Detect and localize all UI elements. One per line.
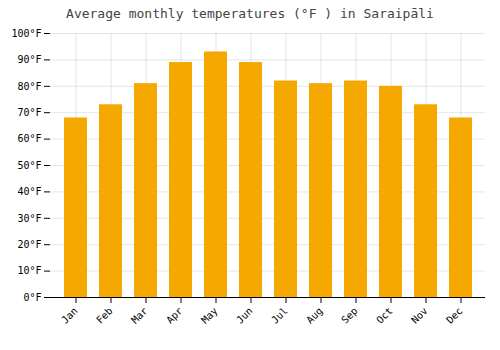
svg-text:90°F: 90°F bbox=[17, 54, 41, 65]
svg-text:Apr: Apr bbox=[164, 305, 185, 326]
svg-text:70°F: 70°F bbox=[17, 107, 41, 118]
svg-text:60°F: 60°F bbox=[17, 133, 41, 144]
svg-text:40°F: 40°F bbox=[17, 186, 41, 197]
svg-text:May: May bbox=[199, 305, 220, 326]
svg-text:Nov: Nov bbox=[409, 305, 430, 326]
svg-text:Jul: Jul bbox=[269, 305, 290, 326]
svg-text:Mar: Mar bbox=[129, 305, 150, 326]
svg-text:Jan: Jan bbox=[59, 305, 80, 326]
svg-text:0°F: 0°F bbox=[23, 292, 41, 303]
svg-text:Sep: Sep bbox=[339, 305, 360, 326]
html-text:Average monthly temperatures (: Average monthly temperatures (°F ) in Sa… bbox=[66, 6, 434, 21]
svg-text:10°F: 10°F bbox=[17, 265, 41, 276]
svg-text:Jun: Jun bbox=[234, 305, 255, 326]
svg-text:Dec: Dec bbox=[444, 305, 465, 326]
svg-text:20°F: 20°F bbox=[17, 239, 41, 250]
svg-text:100°F: 100°F bbox=[11, 28, 41, 39]
svg-text:Aug: Aug bbox=[304, 305, 325, 326]
svg-text:Feb: Feb bbox=[94, 305, 115, 326]
svg-text:30°F: 30°F bbox=[17, 213, 41, 224]
svg-text:80°F: 80°F bbox=[17, 81, 41, 92]
svg-text:Oct: Oct bbox=[374, 305, 395, 326]
svg-text:50°F: 50°F bbox=[17, 160, 41, 171]
